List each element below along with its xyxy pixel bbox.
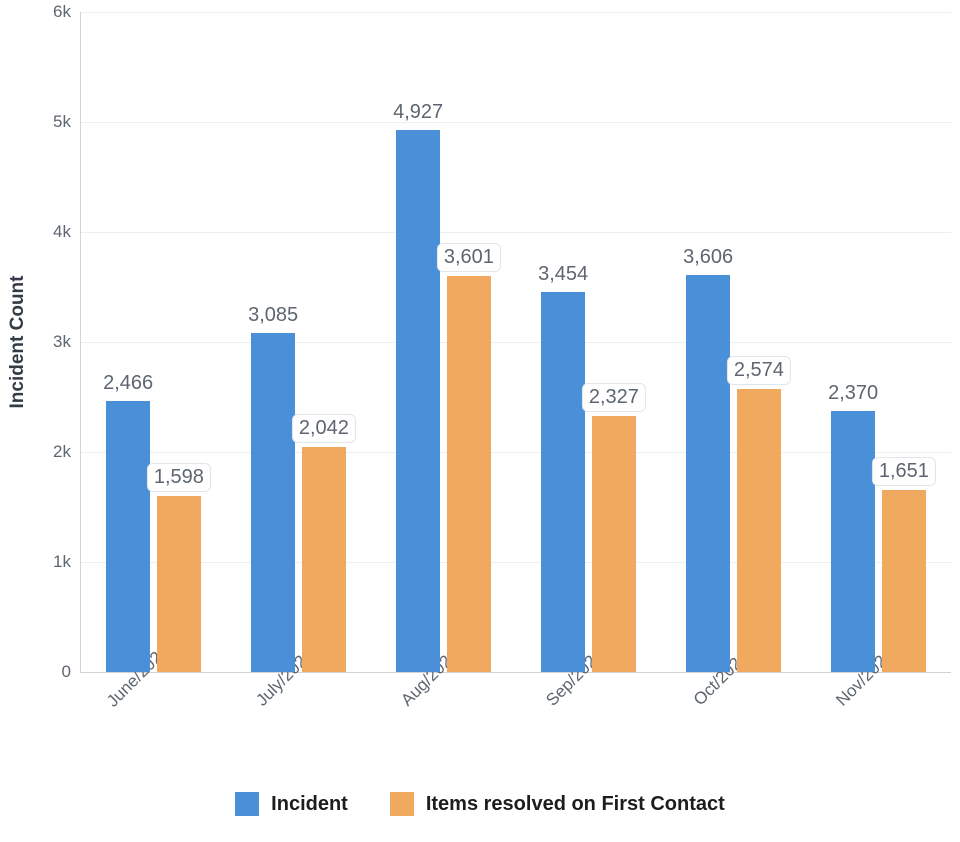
gridline [81, 562, 951, 563]
bar-first-contact [592, 416, 636, 672]
legend-label: Items resolved on First Contact [426, 793, 725, 816]
legend-swatch [390, 792, 414, 816]
bar-value-label: 2,466 [97, 370, 159, 397]
bar-value-label: 2,370 [822, 380, 884, 407]
bar-value-label: 3,601 [437, 243, 501, 272]
bar-value-label: 2,574 [727, 356, 791, 385]
bar-value-label: 1,651 [872, 457, 936, 486]
bar-value-label: 4,927 [387, 99, 449, 126]
bar-value-label: 3,085 [242, 302, 304, 329]
y-tick-label: 3k [53, 332, 81, 352]
gridline [81, 452, 951, 453]
y-tick-label: 0 [62, 662, 81, 682]
gridline [81, 232, 951, 233]
legend-item: Incident [235, 792, 348, 816]
bar-first-contact [157, 496, 201, 672]
bar-incident [541, 292, 585, 672]
gridline [81, 12, 951, 13]
legend: Incident Items resolved on First Contact [0, 792, 960, 816]
bar-first-contact [302, 447, 346, 672]
legend-swatch [235, 792, 259, 816]
y-tick-label: 2k [53, 442, 81, 462]
bar-value-label: 3,454 [532, 261, 594, 288]
bar-incident [251, 333, 295, 672]
bar-value-label: 1,598 [147, 463, 211, 492]
bar-incident [831, 411, 875, 672]
bar-incident [106, 401, 150, 672]
bar-value-label: 2,042 [292, 414, 356, 443]
y-tick-label: 6k [53, 2, 81, 22]
bar-first-contact [737, 389, 781, 672]
legend-label: Incident [271, 793, 348, 816]
bar-incident [396, 130, 440, 672]
y-tick-label: 1k [53, 552, 81, 572]
bar-value-label: 2,327 [582, 383, 646, 412]
legend-item: Items resolved on First Contact [390, 792, 725, 816]
incident-chart: Incident Count 01k2k3k4k5k6kJune/20242,4… [0, 0, 960, 842]
y-tick-label: 4k [53, 222, 81, 242]
y-axis-title: Incident Count [7, 276, 29, 409]
plot-area: 01k2k3k4k5k6kJune/20242,4661,598July/202… [80, 12, 951, 673]
bar-incident [686, 275, 730, 672]
bar-value-label: 3,606 [677, 244, 739, 271]
y-tick-label: 5k [53, 112, 81, 132]
bar-first-contact [882, 490, 926, 672]
bar-first-contact [447, 276, 491, 672]
gridline [81, 122, 951, 123]
gridline [81, 342, 951, 343]
